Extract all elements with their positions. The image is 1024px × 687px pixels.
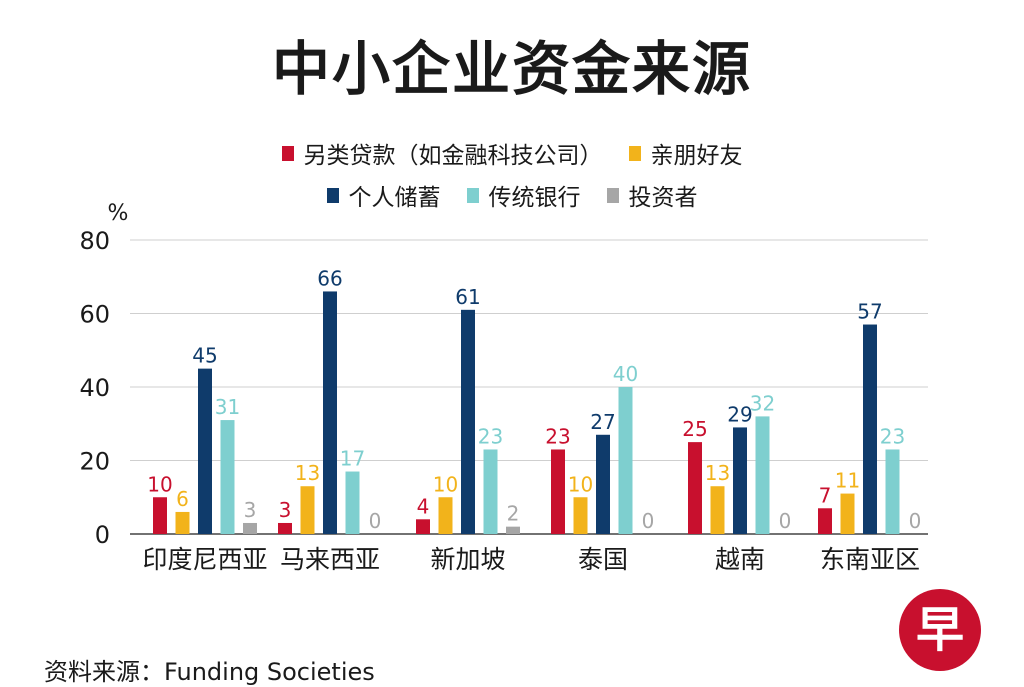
y-tick-label: 20 xyxy=(79,448,110,476)
data-label: 0 xyxy=(779,509,792,533)
source-note: 资料来源：Funding Societies xyxy=(44,658,375,686)
bar xyxy=(483,449,498,534)
bar xyxy=(733,427,747,534)
legend-item-alt-loans: 另类贷款（如金融科技公司） xyxy=(281,136,603,170)
bar xyxy=(710,486,725,534)
data-label: 23 xyxy=(545,424,570,448)
bar xyxy=(840,493,855,534)
bar xyxy=(688,442,702,534)
bar xyxy=(755,416,770,534)
data-label: 45 xyxy=(192,344,217,368)
data-label: 10 xyxy=(433,472,458,496)
bar xyxy=(885,449,900,534)
zaobao-logo-icon: 早 xyxy=(899,589,981,671)
x-tick-label: 越南 xyxy=(715,545,765,574)
data-label: 25 xyxy=(682,417,707,441)
legend-label: 投资者 xyxy=(628,185,698,211)
x-tick-label: 印度尼西亚 xyxy=(142,545,267,574)
bar xyxy=(618,387,633,534)
data-label: 57 xyxy=(857,300,882,324)
data-label: 3 xyxy=(279,498,292,522)
bar xyxy=(416,519,430,534)
data-label: 11 xyxy=(835,469,860,493)
bar xyxy=(323,291,337,534)
y-axis-label: % xyxy=(108,201,129,226)
legend-label: 亲朋好友 xyxy=(650,143,743,169)
legend-swatch xyxy=(326,187,339,203)
data-label: 6 xyxy=(176,487,189,511)
data-label: 17 xyxy=(340,447,365,471)
legend-item-traditional-banks: 传统银行 xyxy=(466,178,581,212)
bar xyxy=(818,508,832,534)
data-label: 23 xyxy=(880,424,905,448)
y-tick-label: 60 xyxy=(79,301,110,329)
y-tick-label: 0 xyxy=(95,521,110,549)
data-label: 0 xyxy=(369,509,382,533)
data-label: 10 xyxy=(147,472,172,496)
bar xyxy=(243,522,257,534)
data-label: 66 xyxy=(317,266,342,290)
legend-label: 另类贷款（如金融科技公司） xyxy=(303,143,603,169)
legend-label: 个人储蓄 xyxy=(348,185,441,211)
bar xyxy=(345,471,360,534)
data-label: 13 xyxy=(705,461,730,485)
legend: 另类贷款（如金融科技公司） 亲朋好友 个人储蓄 传统银行 投资者 xyxy=(0,132,1024,216)
bar xyxy=(461,309,475,534)
legend-swatch xyxy=(466,187,479,203)
x-tick-label: 新加坡 xyxy=(430,545,505,574)
legend-row-2: 个人储蓄 传统银行 投资者 xyxy=(0,174,1024,216)
legend-label: 传统银行 xyxy=(488,185,581,211)
x-tick-label: 东南亚区 xyxy=(820,545,920,574)
data-label: 10 xyxy=(568,472,593,496)
data-label: 2 xyxy=(507,502,520,526)
legend-item-friends-family: 亲朋好友 xyxy=(628,136,743,170)
bar xyxy=(863,324,877,534)
bar xyxy=(551,449,565,534)
bar xyxy=(153,497,167,534)
legend-swatch xyxy=(606,187,619,203)
x-tick-label: 泰国 xyxy=(578,545,628,574)
bar xyxy=(506,526,520,534)
bar xyxy=(438,497,453,534)
bar-chart: 020406080%10645313印度尼西亚31366170马来西亚41061… xyxy=(79,201,928,574)
data-label: 29 xyxy=(727,402,752,426)
data-label: 61 xyxy=(455,285,480,309)
x-tick-label: 马来西亚 xyxy=(280,545,380,574)
data-label: 4 xyxy=(417,494,430,518)
logo-glyph: 早 xyxy=(916,602,964,658)
bar xyxy=(220,420,235,534)
bar xyxy=(596,434,610,534)
data-label: 13 xyxy=(295,461,320,485)
bar xyxy=(198,368,212,534)
legend-swatch xyxy=(628,145,641,161)
data-label: 3 xyxy=(244,498,257,522)
y-tick-label: 40 xyxy=(79,374,110,402)
data-label: 27 xyxy=(590,410,615,434)
data-label: 31 xyxy=(215,395,240,419)
legend-row-1: 另类贷款（如金融科技公司） 亲朋好友 xyxy=(0,132,1024,174)
data-label: 0 xyxy=(642,509,655,533)
bar xyxy=(175,511,190,534)
y-tick-label: 80 xyxy=(79,227,110,255)
chart-title: 中小企业资金来源 xyxy=(271,35,752,103)
data-label: 32 xyxy=(750,391,775,415)
bar xyxy=(278,522,292,534)
data-label: 23 xyxy=(478,424,503,448)
bar xyxy=(300,486,315,534)
legend-item-personal-savings: 个人储蓄 xyxy=(326,178,441,212)
legend-swatch xyxy=(281,145,294,161)
data-label: 7 xyxy=(819,483,832,507)
bar xyxy=(573,497,588,534)
data-label: 40 xyxy=(613,362,638,386)
data-label: 0 xyxy=(909,509,922,533)
legend-item-investors: 投资者 xyxy=(606,178,698,212)
